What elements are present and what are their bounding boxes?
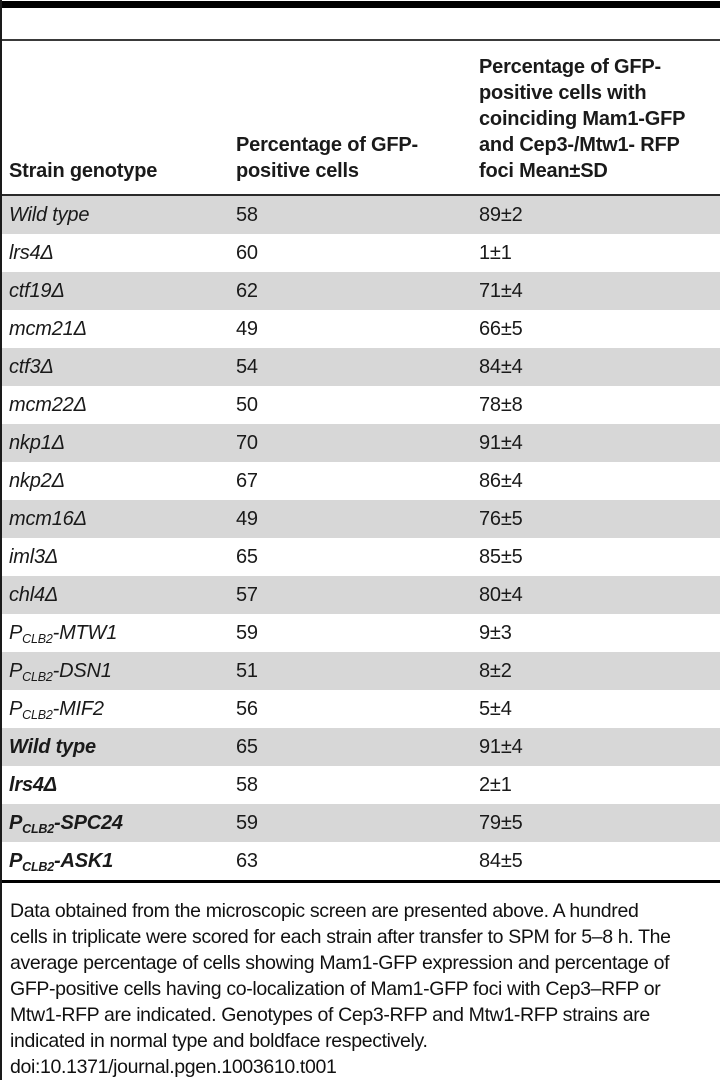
- table-row: ctf3Δ 54 84±4: [2, 348, 720, 386]
- table-row: PCLB2-MIF2 56 5±4: [2, 690, 720, 728]
- column-header-gfp-positive: Percentage of GFP- positive cells: [236, 134, 418, 182]
- column-header-strain-genotype: Strain genotype: [9, 160, 158, 182]
- gfp-positive-value: 67: [236, 469, 258, 492]
- gfp-positive-value: 62: [236, 279, 258, 302]
- table-row: lrs4Δ 58 2±1: [2, 766, 720, 804]
- gfp-positive-value: 57: [236, 583, 258, 606]
- coinciding-foci-value: 66±5: [479, 317, 523, 340]
- table-row: Wild type 58 89±2: [2, 196, 720, 234]
- coinciding-foci-value: 91±4: [479, 431, 523, 454]
- genotype-cell: PCLB2-ASK1: [9, 849, 113, 874]
- table-footnote: Data obtained from the microscopic scree…: [2, 883, 720, 1080]
- table-row: mcm21Δ 49 66±5: [2, 310, 720, 348]
- gfp-positive-value: 56: [236, 697, 258, 720]
- gfp-positive-value: 70: [236, 431, 258, 454]
- coinciding-foci-value: 91±4: [479, 735, 523, 758]
- coinciding-foci-value: 84±4: [479, 355, 523, 378]
- genotype-cell: mcm16Δ: [9, 507, 87, 530]
- table-row: nkp1Δ 70 91±4: [2, 424, 720, 462]
- gfp-positive-value: 59: [236, 621, 258, 644]
- genotype-cell: mcm21Δ: [9, 317, 87, 340]
- genotype-cell: PCLB2-MTW1: [9, 621, 118, 646]
- coinciding-foci-value: 89±2: [479, 203, 523, 226]
- coinciding-foci-value: 78±8: [479, 393, 523, 416]
- coinciding-foci-value: 71±4: [479, 279, 523, 302]
- coinciding-foci-value: 76±5: [479, 507, 523, 530]
- gfp-positive-value: 58: [236, 773, 258, 796]
- table-header-row: Strain genotype Percentage of GFP- posit…: [2, 41, 720, 194]
- genotype-cell: iml3Δ: [9, 545, 59, 568]
- doi-text: doi:10.1371/journal.pgen.1003610.t001: [10, 1056, 337, 1078]
- table-row: Wild type 65 91±4: [2, 728, 720, 766]
- gfp-positive-value: 54: [236, 355, 258, 378]
- gfp-positive-value: 60: [236, 241, 258, 264]
- table-row: lrs4Δ 60 1±1: [2, 234, 720, 272]
- gfp-positive-value: 49: [236, 317, 258, 340]
- gfp-positive-value: 63: [236, 849, 258, 872]
- genotype-cell: mcm22Δ: [9, 393, 87, 416]
- coinciding-foci-value: 85±5: [479, 545, 523, 568]
- table-row: PCLB2-DSN1 51 8±2: [2, 652, 720, 690]
- coinciding-foci-value: 2±1: [479, 773, 512, 796]
- coinciding-foci-value: 9±3: [479, 621, 512, 644]
- table-row: nkp2Δ 67 86±4: [2, 462, 720, 500]
- genotype-cell: lrs4Δ: [9, 241, 54, 264]
- table-row: ctf19Δ 62 71±4: [2, 272, 720, 310]
- table-body: Wild type 58 89±2 lrs4Δ 60 1±1 ctf19Δ 62 71±4 mcm…: [2, 196, 720, 880]
- gfp-positive-value: 50: [236, 393, 258, 416]
- caption-gap: [2, 8, 720, 39]
- column-header-coinciding-foci: Percentage of GFP- positive cells with c…: [479, 56, 686, 182]
- table-row: PCLB2-MTW1 59 9±3: [2, 614, 720, 652]
- coinciding-foci-value: 1±1: [479, 241, 512, 264]
- genotype-cell: ctf3Δ: [9, 355, 54, 378]
- table-bottom-rule: [2, 880, 720, 883]
- genotype-cell: lrs4Δ: [9, 773, 58, 796]
- table-row: chl4Δ 57 80±4: [2, 576, 720, 614]
- table-row: mcm16Δ 49 76±5: [2, 500, 720, 538]
- coinciding-foci-value: 80±4: [479, 583, 523, 606]
- table-row: PCLB2-ASK1 63 84±5: [2, 842, 720, 880]
- genotype-cell: nkp1Δ: [9, 431, 65, 454]
- header-bottom-rule: [2, 194, 720, 196]
- genotype-cell: Wild type: [9, 203, 90, 226]
- table-row: iml3Δ 65 85±5: [2, 538, 720, 576]
- coinciding-foci-value: 79±5: [479, 811, 523, 834]
- coinciding-foci-value: 86±4: [479, 469, 523, 492]
- gfp-positive-value: 49: [236, 507, 258, 530]
- coinciding-foci-value: 5±4: [479, 697, 512, 720]
- table-top-rule: [2, 1, 720, 8]
- coinciding-foci-value: 84±5: [479, 849, 523, 872]
- gfp-positive-value: 58: [236, 203, 258, 226]
- header-top-rule: [2, 39, 720, 41]
- genotype-cell: PCLB2-MIF2: [9, 697, 104, 722]
- gfp-positive-value: 59: [236, 811, 258, 834]
- genotype-cell: chl4Δ: [9, 583, 59, 606]
- genotype-cell: PCLB2-SPC24: [9, 811, 123, 836]
- gfp-positive-value: 65: [236, 735, 258, 758]
- footnote-text: Data obtained from the microscopic scree…: [10, 900, 671, 1052]
- genotype-cell: Wild type: [9, 735, 96, 758]
- genotype-cell: ctf19Δ: [9, 279, 65, 302]
- gfp-positive-value: 51: [236, 659, 258, 682]
- coinciding-foci-value: 8±2: [479, 659, 512, 682]
- genotype-cell: nkp2Δ: [9, 469, 65, 492]
- genotype-cell: PCLB2-DSN1: [9, 659, 112, 684]
- table-row: mcm22Δ 50 78±8: [2, 386, 720, 424]
- table-row: PCLB2-SPC24 59 79±5: [2, 804, 720, 842]
- gfp-positive-value: 65: [236, 545, 258, 568]
